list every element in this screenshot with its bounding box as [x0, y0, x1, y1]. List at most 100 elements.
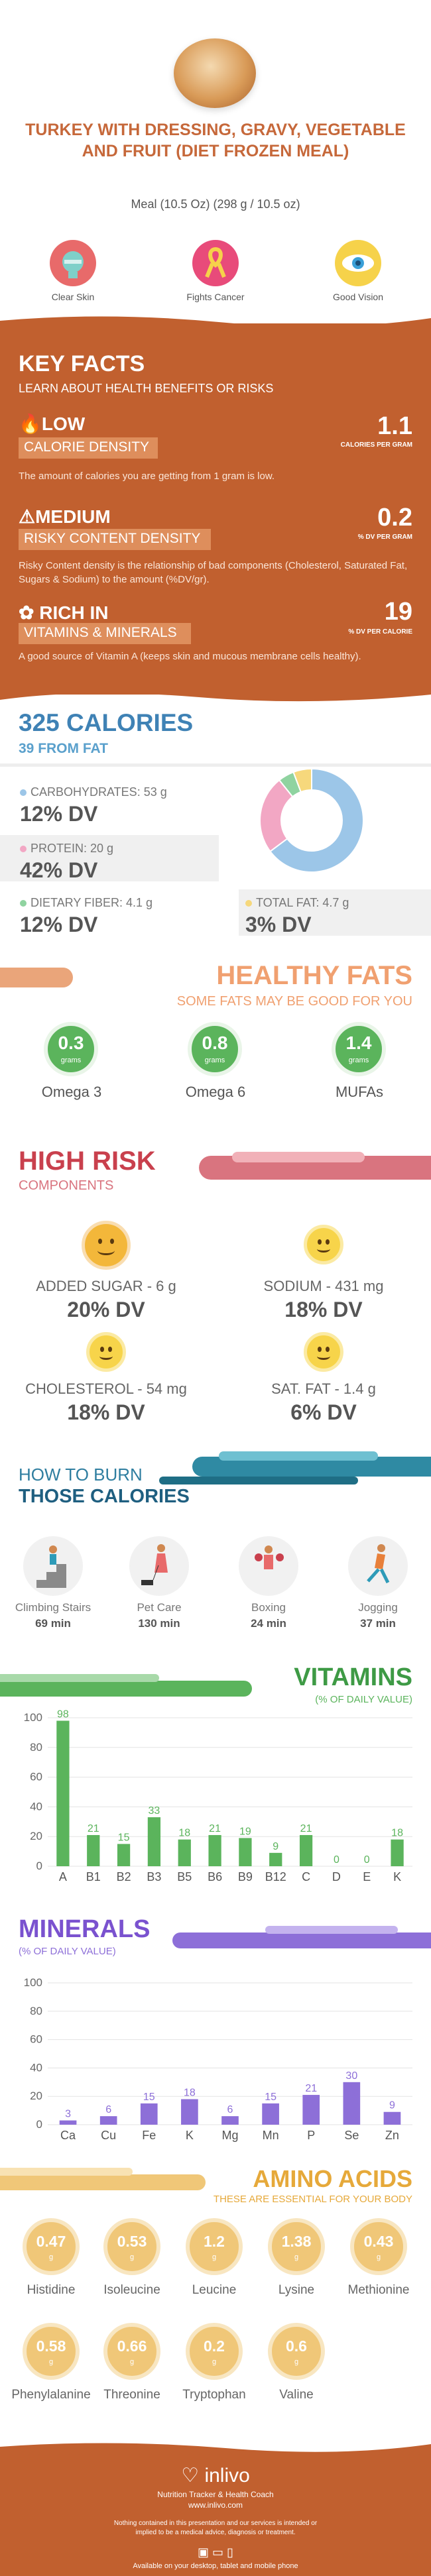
minerals-bar-chart: 0 20 40 60 80 100 3 Ca 6 Cu 15 Fe 18 K 6 Mg 15 Mn 21 P 30 Se 9… [24, 1976, 412, 2142]
flame-icon: 🔥 [19, 414, 42, 434]
donut-slice-total-fat [292, 767, 312, 793]
y-tick-label: 100 [24, 1976, 42, 1989]
x-tick-label: D [332, 1870, 341, 1883]
bar-value-label: 21 [88, 1823, 99, 1834]
face-icon [50, 240, 96, 286]
bar-b12 [269, 1852, 282, 1866]
cholesterol: CHOLESTEROL - 54 mg 18% DV [25, 1380, 187, 1424]
omega3-label: Omega 3 [41, 1084, 102, 1100]
bar-mn [262, 2103, 279, 2125]
x-tick-label: Cu [101, 2129, 116, 2142]
bar-value-label: 0 [364, 1854, 370, 1866]
x-tick-label: K [393, 1870, 401, 1883]
y-tick-label: 0 [36, 2118, 42, 2131]
minerals-section: MINERALS (% OF DAILY VALUE) 0 20 40 60 80 100… [0, 1909, 431, 2147]
sodium: SODIUM - 431 mg 18% DV [263, 1278, 384, 1321]
calorie-density-desc: The amount of calories you are getting f… [19, 471, 275, 482]
bar-c [299, 1834, 313, 1866]
mufas-label: MUFAs [335, 1084, 384, 1100]
protein-macro: PROTEIN: 20 g 42% DV [20, 842, 114, 882]
bar-b6 [208, 1834, 221, 1866]
sat-fat: SAT. FAT - 1.4 g 6% DV [271, 1380, 376, 1424]
key-facts-section: KEY FACTS LEARN ABOUT HEALTH BENEFITS OR… [0, 323, 431, 695]
benefit-label: Clear Skin [51, 292, 95, 302]
bar-value-label: 30 [345, 2070, 357, 2082]
y-tick-label: 20 [30, 1830, 42, 1842]
bar-value-label: 21 [305, 2083, 317, 2094]
x-tick-label: B2 [117, 1870, 131, 1883]
bar-value-label: 9 [273, 1841, 278, 1852]
bar-k [181, 2099, 198, 2125]
bar-value-label: 98 [57, 1710, 69, 1720]
low-level: 🔥LOW [19, 414, 86, 434]
footer-url[interactable]: www.inlivo.com [188, 2500, 243, 2510]
x-tick-label: B9 [238, 1870, 253, 1883]
amino-subtitle: THESE ARE ESSENTIAL FOR YOUR BODY [213, 2194, 412, 2205]
bar-b9 [239, 1838, 252, 1866]
omega6-value: 0.8 grams [188, 1022, 242, 1076]
bar-fe [140, 2103, 158, 2125]
y-tick-label: 60 [30, 2033, 42, 2046]
leaf-icon: ✿ [19, 602, 34, 623]
benefit-label: Good Vision [332, 292, 383, 302]
bar-b3 [147, 1817, 161, 1866]
donut-slice-carbohydrates [269, 767, 364, 873]
food-image [174, 38, 256, 108]
vitamins-density-unit: % DV PER CALORIE [348, 628, 412, 636]
x-tick-label: Zn [385, 2129, 399, 2142]
amino-leucine: 1.2 g [186, 2218, 243, 2275]
amino-label: Tryptophan [182, 2388, 246, 2402]
minerals-title: MINERALS [19, 1915, 151, 1943]
bar-zn [383, 2111, 401, 2125]
vitamins-density-value: 19 [384, 598, 412, 626]
burn-section: HOW TO BURN THOSE CALORIES Climbing Stai… [0, 1451, 431, 1650]
activity-boxing: Boxing 24 min [219, 1536, 318, 1630]
wave-divider [0, 2443, 431, 2455]
bar-value-label: 33 [149, 1805, 160, 1817]
vitamins-bar-chart: 0 20 40 60 80 100 98 A 21 B1 15 B2 33 B3 18 B5 21 B6 19 B9 9… [24, 1710, 412, 1883]
amino-histidine: 0.47 g [23, 2218, 80, 2275]
added-sugar: ADDED SUGAR - 6 g 20% DV [36, 1278, 176, 1321]
bar-value-label: 15 [265, 2092, 277, 2103]
vitamins-density-label: VITAMINS & MINERALS [19, 623, 191, 644]
x-tick-label: B6 [208, 1870, 222, 1883]
footer-disclaimer: Nothing contained in this presentation a… [113, 2520, 318, 2536]
brand-logo[interactable]: ♡ inlivo [181, 2465, 250, 2487]
medium-level: ⚠MEDIUM [19, 506, 111, 527]
footer: ♡ inlivo Nutrition Tracker & Health Coac… [0, 2452, 431, 2576]
amino-threonine: 0.66 g [103, 2323, 160, 2380]
y-tick-label: 100 [24, 1711, 42, 1724]
wave-divider [0, 689, 431, 702]
footer-tagline: Nutrition Tracker & Health Coach [157, 2490, 274, 2499]
bar-value-label: 18 [184, 2087, 196, 2098]
calorie-density-unit: CALORIES PER GRAM [340, 441, 412, 449]
smiley-icon [304, 1332, 343, 1372]
bar-value-label: 6 [105, 2104, 111, 2115]
high-risk-section: HIGH RISK COMPONENTS ADDED SUGAR - 6 g 20… [0, 1147, 431, 1438]
bar-value-label: 18 [391, 1828, 403, 1839]
omega6-label: Omega 6 [185, 1084, 246, 1100]
burn-subtitle: THOSE CALORIES [19, 1486, 190, 1507]
vitamins-title: VITAMINS [294, 1663, 412, 1691]
high-risk-title: HIGH RISK [19, 1147, 156, 1176]
carbs-macro: CARBOHYDRATES: 53 g 12% DV [20, 785, 167, 826]
bar-b2 [117, 1844, 131, 1866]
bar-value-label: 21 [300, 1823, 312, 1834]
fat-macro: TOTAL FAT: 4.7 g 3% DV [245, 896, 349, 936]
minerals-subtitle: (% OF DAILY VALUE) [19, 1946, 116, 1957]
activity-jogging: Jogging 37 min [328, 1536, 428, 1630]
vitamins-subtitle: (% OF DAILY VALUE) [315, 1694, 412, 1705]
healthy-fats-title: HEALTHY FATS [216, 961, 412, 990]
risky-density-label: RISKY CONTENT DENSITY [19, 529, 211, 550]
serving-size: Meal (10.5 Oz) (298 g / 10.5 oz) [131, 197, 300, 211]
page-title: TURKEY WITH DRESSING, GRAVY, VEGETABLE A… [25, 121, 406, 160]
amino-title: AMINO ACIDS [253, 2165, 412, 2192]
bar-b1 [87, 1834, 100, 1866]
amino-label: Threonine [103, 2388, 160, 2402]
burn-title: HOW TO BURN [19, 1465, 143, 1484]
smiley-icon [86, 1332, 126, 1372]
amino-label: Valine [279, 2388, 314, 2402]
y-tick-label: 20 [30, 2090, 42, 2102]
key-facts-title: KEY FACTS [19, 351, 145, 376]
smiley-icon [304, 1225, 343, 1264]
